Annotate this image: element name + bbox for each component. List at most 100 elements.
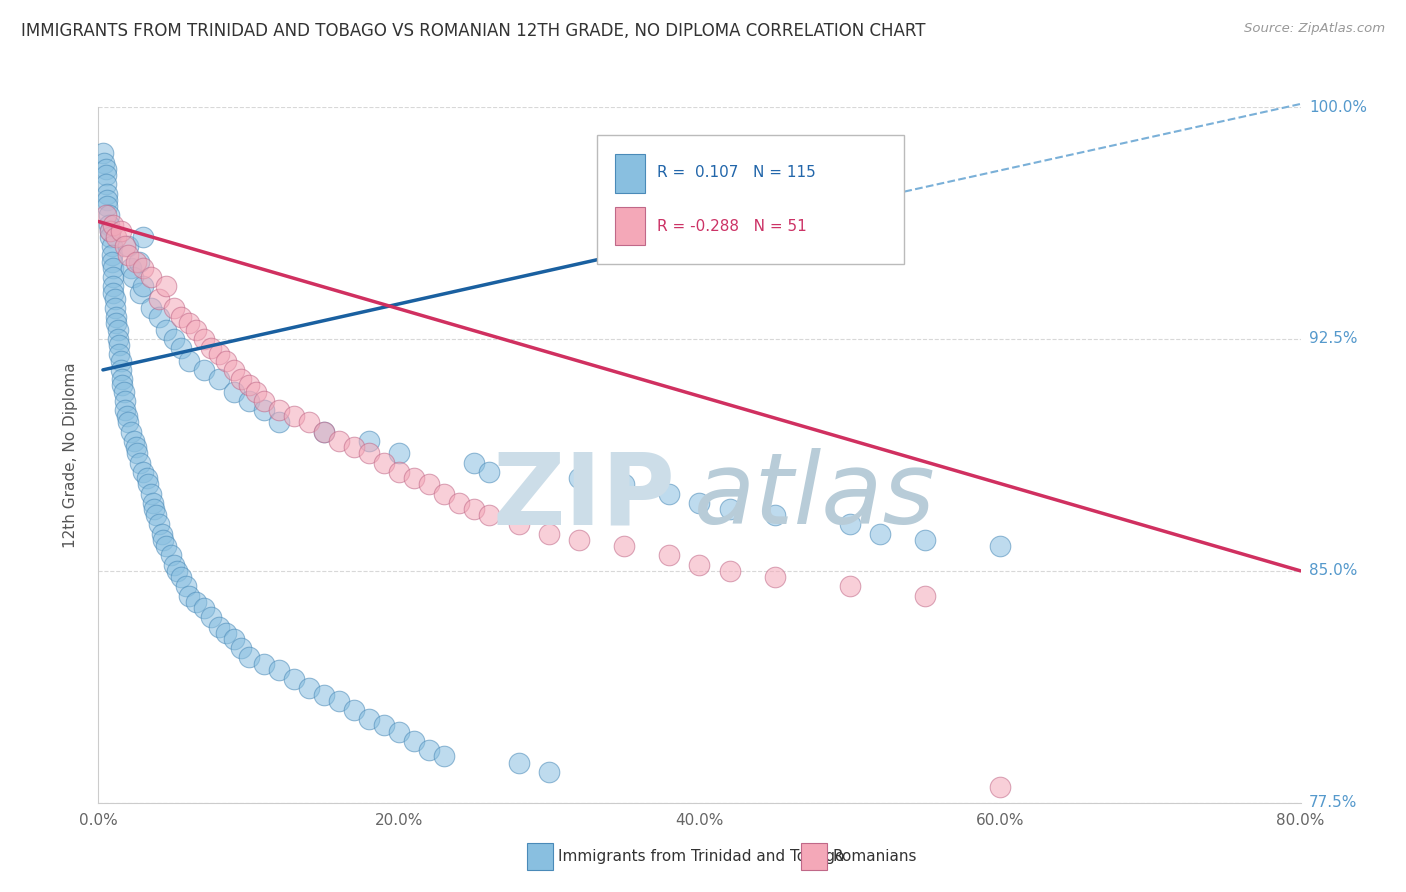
Point [135, 471, 157, 485]
Point [613, 539, 636, 553]
Point [283, 672, 305, 686]
Point [117, 416, 139, 430]
Point [357, 434, 380, 448]
Point [114, 239, 136, 253]
Point [124, 434, 146, 448]
Point [100, 224, 122, 238]
Point [101, 239, 124, 253]
Point [110, 353, 132, 368]
Point [613, 477, 636, 491]
Point [121, 260, 143, 275]
Point [103, 260, 125, 275]
Point [253, 403, 276, 417]
Point [150, 526, 173, 541]
Point [170, 310, 193, 325]
Point [200, 610, 222, 624]
Point [105, 317, 128, 331]
Point [357, 712, 380, 726]
Point [162, 301, 184, 315]
Point [222, 384, 245, 399]
Point [114, 393, 136, 408]
Point [193, 363, 215, 377]
Point [373, 718, 395, 732]
Point [402, 471, 425, 485]
Point [388, 446, 411, 460]
Point [148, 517, 170, 532]
Y-axis label: 12th Grade, No Diploma: 12th Grade, No Diploma [63, 362, 77, 548]
Point [253, 393, 276, 408]
Point [418, 743, 440, 757]
Point [166, 564, 188, 578]
Point [343, 703, 366, 717]
Point [508, 517, 530, 532]
Point [141, 496, 163, 510]
Point [136, 477, 159, 491]
Point [238, 650, 260, 665]
Point [568, 471, 591, 485]
Point [148, 292, 170, 306]
Point [267, 403, 290, 417]
Point [688, 558, 710, 572]
Text: Romanians: Romanians [832, 849, 917, 863]
Text: ZIP: ZIP [492, 448, 675, 545]
Point [94, 208, 117, 222]
Point [508, 756, 530, 770]
Point [215, 353, 238, 368]
Point [162, 332, 184, 346]
Point [108, 338, 131, 352]
Point [478, 465, 501, 479]
Point [114, 403, 136, 417]
Point [838, 517, 860, 532]
Point [148, 310, 170, 325]
Point [117, 248, 139, 262]
Point [125, 254, 148, 268]
Point [105, 310, 128, 325]
Point [838, 579, 860, 593]
Point [328, 694, 350, 708]
Point [215, 625, 238, 640]
Point [388, 724, 411, 739]
Point [208, 372, 231, 386]
Text: R =  0.107   N = 115: R = 0.107 N = 115 [658, 165, 815, 180]
Point [139, 486, 162, 500]
Text: IMMIGRANTS FROM TRINIDAD AND TOBAGO VS ROMANIAN 12TH GRADE, NO DIPLOMA CORRELATI: IMMIGRANTS FROM TRINIDAD AND TOBAGO VS R… [21, 22, 925, 40]
Text: 77.5%: 77.5% [1309, 796, 1357, 810]
Bar [616, 207, 645, 245]
Text: 100.0%: 100.0% [1309, 100, 1367, 114]
Point [117, 239, 139, 253]
Text: R = -0.288   N = 51: R = -0.288 N = 51 [658, 219, 807, 234]
Point [159, 549, 181, 563]
Point [103, 285, 125, 300]
Point [298, 681, 321, 696]
Point [688, 496, 710, 510]
Point [283, 409, 305, 424]
Point [110, 363, 132, 377]
Point [267, 663, 290, 677]
Point [108, 347, 131, 361]
Point [152, 533, 174, 547]
Point [538, 526, 561, 541]
Point [121, 425, 143, 439]
Point [658, 549, 681, 563]
FancyBboxPatch shape [598, 135, 904, 263]
Point [253, 657, 276, 671]
Point [101, 248, 124, 262]
Point [170, 341, 193, 355]
Point [312, 425, 335, 439]
Point [418, 477, 440, 491]
Point [129, 285, 152, 300]
Point [869, 526, 891, 541]
Point [94, 168, 117, 182]
Point [132, 465, 155, 479]
Point [97, 218, 120, 232]
Point [110, 224, 132, 238]
Point [538, 764, 561, 779]
Point [231, 372, 253, 386]
Point [245, 384, 267, 399]
Point [177, 589, 200, 603]
Point [231, 641, 253, 656]
Point [103, 279, 125, 293]
Point [91, 146, 114, 161]
Point [343, 440, 366, 454]
Point [155, 539, 177, 553]
